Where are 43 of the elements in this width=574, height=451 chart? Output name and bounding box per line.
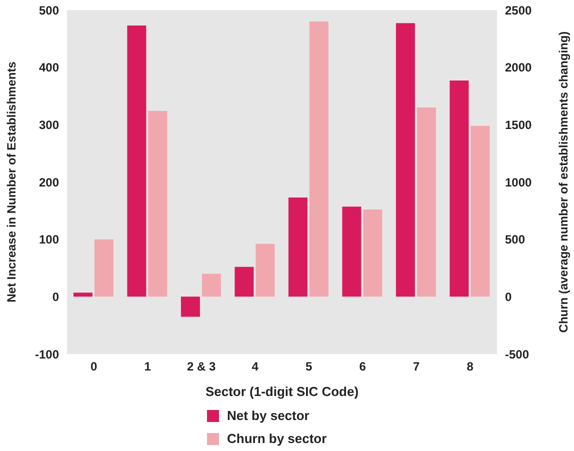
bar bbox=[288, 197, 308, 297]
x-tick-label: 7 bbox=[413, 360, 420, 374]
y2-axis-title: Churn (average number of establishments changing) bbox=[556, 31, 570, 333]
y-tick-label: 500 bbox=[38, 3, 60, 18]
x-tick-label: 0 bbox=[90, 360, 98, 374]
y2-tick-label: 2500 bbox=[505, 3, 532, 18]
y-tick-label: 0 bbox=[52, 290, 60, 304]
bar bbox=[256, 244, 275, 297]
bar bbox=[202, 274, 221, 297]
y2-tick-label: 500 bbox=[505, 232, 526, 247]
bar bbox=[363, 210, 382, 297]
bar bbox=[450, 80, 469, 297]
bar bbox=[94, 239, 114, 297]
legend-label: Churn by sector bbox=[227, 431, 327, 446]
x-tick-label: 5 bbox=[306, 360, 313, 374]
y2-tick-label: 1000 bbox=[505, 175, 532, 190]
legend-label: Net by sector bbox=[227, 408, 310, 423]
x-tick-label: 8 bbox=[466, 360, 474, 374]
y2-tick-label: 0 bbox=[505, 290, 512, 304]
bar bbox=[309, 21, 328, 297]
y-tick-label: -100 bbox=[34, 347, 60, 362]
bar bbox=[342, 206, 362, 297]
y-tick-label: 100 bbox=[38, 232, 60, 247]
bar bbox=[73, 292, 92, 297]
bar bbox=[234, 266, 254, 297]
bar bbox=[148, 110, 168, 297]
bar bbox=[470, 126, 490, 297]
bar bbox=[396, 23, 415, 297]
y-tick-label: 400 bbox=[38, 60, 60, 75]
bar bbox=[180, 296, 200, 317]
bar bbox=[127, 25, 146, 297]
x-tick-label: 4 bbox=[252, 360, 259, 374]
x-tick-label: 2 & 3 bbox=[187, 360, 216, 374]
x-tick-label: 1 bbox=[144, 360, 152, 374]
y2-tick-label: 1500 bbox=[505, 118, 532, 132]
y2-tick-label: -500 bbox=[505, 347, 530, 362]
bar bbox=[416, 107, 436, 297]
x-axis-title: Sector (1-digit SIC Code) bbox=[205, 384, 359, 399]
x-tick-label: 6 bbox=[359, 360, 366, 374]
y-tick-label: 200 bbox=[38, 175, 60, 190]
y-tick-label: 300 bbox=[38, 118, 60, 132]
y2-tick-label: 2000 bbox=[505, 60, 532, 75]
y-axis-title: Net Increase in Number of Establishments bbox=[4, 61, 18, 302]
